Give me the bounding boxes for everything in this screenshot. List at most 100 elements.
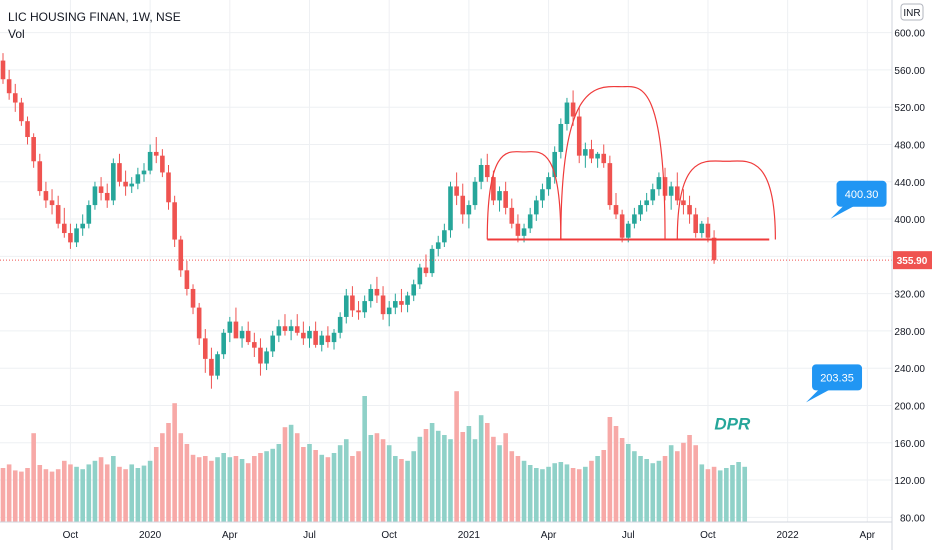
volume-bar — [546, 466, 551, 522]
volume-bar — [86, 464, 92, 522]
volume-bar — [6, 464, 12, 522]
volume-bar — [80, 469, 85, 522]
candle-body — [380, 295, 386, 315]
volume-bar — [527, 465, 533, 522]
candle — [484, 153, 490, 182]
candle — [325, 326, 331, 348]
candle-body — [521, 228, 527, 236]
candle — [368, 284, 374, 308]
candle-body — [92, 186, 98, 206]
y-tick-label: 120.00 — [894, 476, 925, 487]
candle — [472, 177, 478, 210]
candle — [454, 172, 459, 206]
price-callout: 203.35 — [806, 364, 863, 403]
volume-bar — [25, 468, 30, 522]
x-tick-label: 2020 — [139, 530, 162, 541]
volume-bar — [650, 463, 656, 522]
candle — [393, 293, 398, 315]
candle — [534, 195, 539, 221]
candle — [233, 307, 239, 339]
volume-bar — [147, 460, 153, 522]
candle-body — [478, 164, 484, 182]
candle-body — [43, 191, 49, 201]
volume-bar — [337, 445, 343, 522]
candle-body — [399, 301, 404, 305]
volume-bar — [576, 469, 582, 522]
dpr-label: DPR — [714, 415, 751, 434]
candle-body — [196, 307, 202, 339]
candle-body — [25, 121, 30, 138]
currency-badge[interactable]: INR — [900, 3, 924, 21]
candle-body — [31, 137, 36, 162]
y-tick-label: 200.00 — [894, 401, 925, 412]
candle — [252, 332, 257, 358]
volume-bar — [319, 454, 325, 522]
candle — [221, 329, 226, 359]
candle — [546, 172, 551, 196]
candle — [466, 200, 472, 229]
volume-bar — [656, 460, 662, 522]
candle-body — [129, 183, 135, 187]
volume-bar — [221, 453, 226, 522]
candle — [117, 153, 122, 187]
volume-bar — [270, 448, 276, 522]
candle — [343, 288, 349, 324]
candle-body — [19, 102, 24, 122]
candle — [374, 276, 380, 303]
candle — [135, 167, 141, 190]
volume-bar — [350, 456, 355, 522]
candle-body — [497, 191, 502, 201]
volume-bar — [423, 429, 429, 522]
volume-bar — [325, 457, 331, 522]
volume-bar — [570, 468, 576, 522]
candle — [668, 181, 674, 210]
volume-bar — [638, 456, 643, 522]
candle — [399, 288, 404, 313]
candle-body — [74, 228, 79, 243]
volume-bar — [429, 423, 435, 522]
volume-bar — [595, 456, 600, 522]
candle — [699, 220, 705, 238]
candle-body — [319, 335, 325, 345]
volume-bar — [362, 396, 367, 522]
candle — [423, 254, 429, 277]
candle — [644, 192, 649, 212]
volume-bar — [435, 430, 441, 522]
candle-body — [258, 347, 263, 364]
volume-bar — [368, 435, 374, 522]
right-shoulder-arc — [676, 160, 776, 240]
volume-bar — [613, 426, 619, 522]
volume-bar — [19, 471, 24, 522]
callout-box — [836, 180, 887, 207]
volume-bar — [172, 403, 177, 522]
candle-body — [294, 326, 300, 333]
candle — [331, 329, 337, 350]
volume-bar — [705, 469, 711, 522]
candle-body — [141, 170, 147, 175]
candle-body — [12, 93, 18, 103]
volume-bar — [399, 459, 404, 522]
y-tick-label: 480.00 — [894, 140, 925, 151]
candle-body — [442, 230, 447, 243]
volume-bar — [393, 456, 398, 522]
candle — [49, 189, 55, 215]
candle-body — [558, 123, 564, 152]
volume-bar — [521, 460, 527, 522]
volume-bar — [62, 460, 67, 522]
volume-bar — [742, 466, 748, 522]
candle-body — [104, 192, 110, 201]
candle-body — [86, 205, 92, 224]
last-price-label: 355.90 — [897, 256, 928, 267]
candle-body — [484, 164, 490, 178]
volume-bar — [0, 468, 6, 522]
candle-body — [429, 248, 435, 274]
callout-label: 203.35 — [820, 372, 854, 384]
candle — [435, 235, 441, 257]
y-tick-label: 440.00 — [894, 178, 925, 189]
candle — [288, 319, 294, 341]
volume-bar — [454, 391, 459, 522]
candle — [294, 314, 300, 336]
candle-body — [270, 335, 276, 352]
volume-bar — [552, 463, 557, 522]
